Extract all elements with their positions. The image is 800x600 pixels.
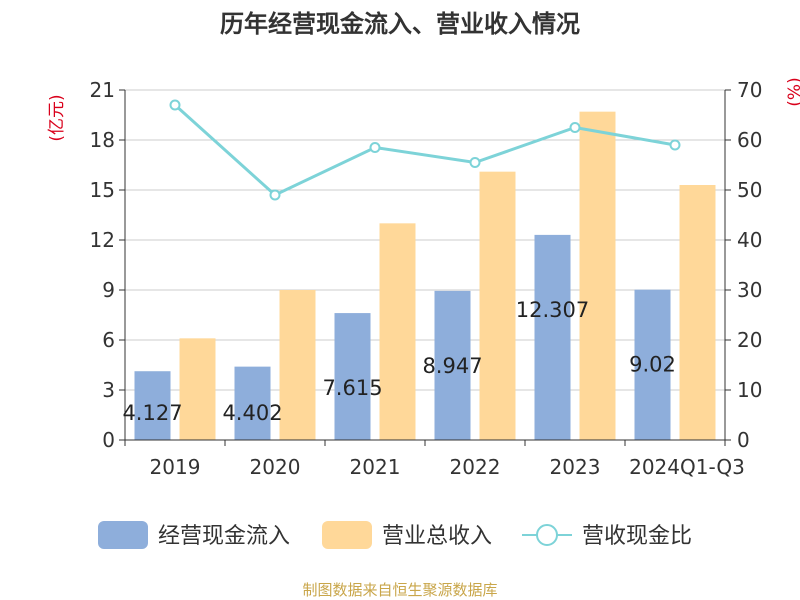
ratio-point xyxy=(669,139,681,151)
right-axis-unit: (%) xyxy=(785,77,800,106)
x-tick-label: 2019 xyxy=(150,455,201,479)
bar-revenue xyxy=(379,223,416,440)
bar-cash-inflow xyxy=(534,234,571,440)
left-tick-label: 12 xyxy=(90,228,115,252)
x-tick-label: 2021 xyxy=(350,455,401,479)
bar-cash-inflow xyxy=(334,313,371,440)
bar-cash-inflow xyxy=(434,290,471,440)
bar-cash-inflow xyxy=(134,371,171,440)
ratio-point xyxy=(269,189,281,201)
bar-revenue xyxy=(179,338,216,440)
x-tick-label: 2023 xyxy=(550,455,601,479)
legend-label-ratio: 营收现金比 xyxy=(582,524,692,549)
data-label: 9.02 xyxy=(629,353,676,377)
bar-cash-inflow xyxy=(634,289,671,440)
right-tick-label: 60 xyxy=(737,128,762,152)
axes: 0 3 6 9 12 15 18 21 0 10 20 30 40 50 60 70 2019 2020 2021 2… xyxy=(90,78,763,479)
data-label: 8.947 xyxy=(422,354,482,378)
ratio-point xyxy=(169,99,181,111)
legend-swatch-cash-inflow xyxy=(98,521,148,549)
bar-cash-inflow xyxy=(234,366,271,440)
right-tick-label: 0 xyxy=(737,428,750,452)
legend-label-revenue: 营业总收入 xyxy=(382,524,492,549)
ratio-point xyxy=(569,122,581,133)
legend: 经营现金流入 营业总收入 营收现金比 xyxy=(98,521,692,549)
data-labels: 4.127 4.402 7.615 8.947 12.307 9.02 xyxy=(122,298,675,425)
data-label: 12.307 xyxy=(516,298,589,322)
right-tick-label: 10 xyxy=(737,378,762,402)
left-tick-label: 21 xyxy=(90,78,115,102)
source-note: 制图数据来自恒生聚源数据库 xyxy=(302,581,497,599)
ratio-line xyxy=(169,99,681,201)
data-label: 4.402 xyxy=(222,401,282,425)
chart-title: 历年经营现金流入、营业收入情况 xyxy=(220,10,580,38)
right-tick-label: 30 xyxy=(737,278,762,302)
ratio-point xyxy=(369,142,381,153)
ratio-point xyxy=(469,157,481,168)
bar-revenue xyxy=(479,171,516,440)
gridlines xyxy=(125,89,725,391)
bar-revenue xyxy=(279,290,316,440)
left-tick-label: 9 xyxy=(102,278,115,302)
right-tick-label: 70 xyxy=(737,78,762,102)
x-tick-label: 2024Q1-Q3 xyxy=(629,455,745,479)
left-tick-label: 15 xyxy=(90,178,115,202)
right-tick-label: 50 xyxy=(737,178,762,202)
legend-swatch-ratio-marker xyxy=(536,524,558,546)
legend-label-cash-inflow: 经营现金流入 xyxy=(158,524,290,549)
legend-swatch-revenue xyxy=(322,521,372,549)
left-axis-unit: (亿元) xyxy=(47,94,67,141)
bar-revenue xyxy=(679,185,716,440)
left-tick-label: 18 xyxy=(90,128,115,152)
left-tick-label: 3 xyxy=(102,378,115,402)
ratio-line-path xyxy=(173,103,676,197)
left-tick-label: 0 xyxy=(102,428,115,452)
x-tick-label: 2020 xyxy=(250,455,301,479)
bars xyxy=(134,111,716,441)
right-tick-label: 40 xyxy=(737,228,762,252)
right-tick-label: 20 xyxy=(737,328,762,352)
left-tick-label: 6 xyxy=(102,328,115,352)
bar-revenue xyxy=(579,111,616,441)
data-label: 4.127 xyxy=(122,401,182,425)
x-tick-label: 2022 xyxy=(450,455,501,479)
data-label: 7.615 xyxy=(322,376,382,400)
